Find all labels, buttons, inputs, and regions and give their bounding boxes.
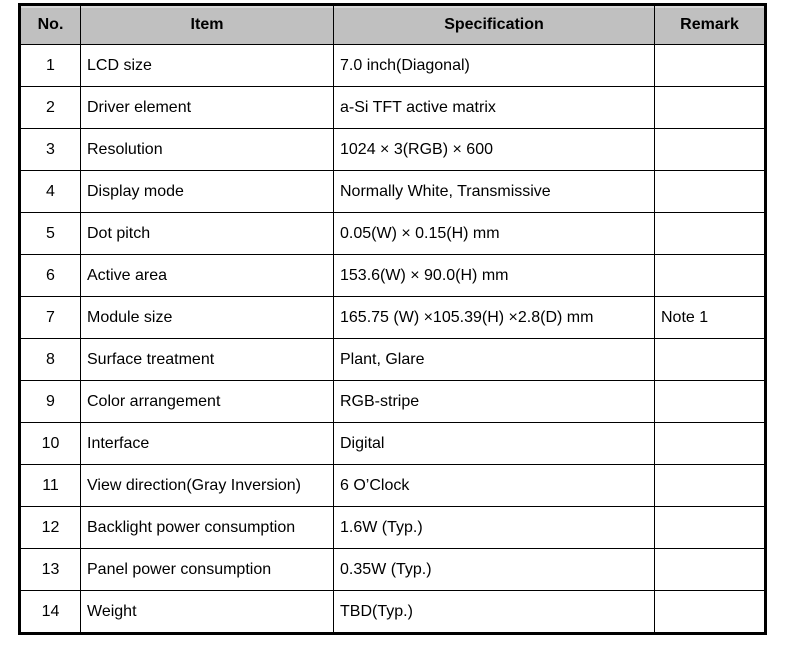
cell-item: Panel power consumption	[80, 548, 334, 591]
cell-item: Active area	[80, 254, 334, 297]
cell-no: 8	[19, 338, 81, 381]
cell-no: 7	[19, 296, 81, 339]
cell-remark	[654, 44, 766, 87]
cell-specification: TBD(Typ.)	[333, 590, 655, 634]
table-row: 7 Module size 165.75 (W) ×105.39(H) ×2.8(D…	[19, 296, 766, 339]
cell-item: Color arrangement	[80, 380, 334, 423]
cell-specification: 0.05(W) × 0.15(H) mm	[333, 212, 655, 255]
table-row: 1 LCD size 7.0 inch(Diagonal)	[19, 44, 766, 87]
cell-specification: 153.6(W) × 90.0(H) mm	[333, 254, 655, 297]
cell-specification: 6 O’Clock	[333, 464, 655, 507]
cell-remark	[654, 338, 766, 381]
table-row: 8 Surface treatment Plant, Glare	[19, 338, 766, 381]
cell-specification: 0.35W (Typ.)	[333, 548, 655, 591]
table-row: 5 Dot pitch 0.05(W) × 0.15(H) mm	[19, 212, 766, 255]
cell-item: Dot pitch	[80, 212, 334, 255]
cell-no: 6	[19, 254, 81, 297]
cell-item: Weight	[80, 590, 334, 634]
cell-item: Interface	[80, 422, 334, 465]
cell-remark	[654, 464, 766, 507]
cell-specification: a-Si TFT active matrix	[333, 86, 655, 129]
cell-item: LCD size	[80, 44, 334, 87]
cell-remark	[654, 86, 766, 129]
table-row: 2 Driver element a-Si TFT active matrix	[19, 86, 766, 129]
cell-specification: 165.75 (W) ×105.39(H) ×2.8(D) mm	[333, 296, 655, 339]
cell-no: 14	[19, 590, 81, 634]
cell-item: Module size	[80, 296, 334, 339]
table-row: 9 Color arrangement RGB-stripe	[19, 380, 766, 423]
table-row: 13 Panel power consumption 0.35W (Typ.)	[19, 548, 766, 591]
cell-item: Surface treatment	[80, 338, 334, 381]
table-row: 4 Display mode Normally White, Transmissiv…	[19, 170, 766, 213]
table-row: 10 Interface Digital	[19, 422, 766, 465]
cell-specification: Plant, Glare	[333, 338, 655, 381]
cell-remark	[654, 380, 766, 423]
cell-no: 10	[19, 422, 81, 465]
cell-no: 2	[19, 86, 81, 129]
header-specification: Specification	[333, 4, 655, 45]
cell-no: 9	[19, 380, 81, 423]
cell-remark	[654, 422, 766, 465]
header-item: Item	[80, 4, 334, 45]
header-no: No.	[19, 4, 81, 45]
cell-specification: Digital	[333, 422, 655, 465]
cell-item: Driver element	[80, 86, 334, 129]
header-remark: Remark	[654, 4, 766, 45]
cell-item: Backlight power consumption	[80, 506, 334, 549]
cell-remark	[654, 548, 766, 591]
cell-no: 3	[19, 128, 81, 171]
cell-no: 12	[19, 506, 81, 549]
table-row: 11 View direction(Gray Inversion) 6 O’Cloc…	[19, 464, 766, 507]
cell-no: 11	[19, 464, 81, 507]
cell-specification: RGB-stripe	[333, 380, 655, 423]
cell-item: Display mode	[80, 170, 334, 213]
cell-specification: 7.0 inch(Diagonal)	[333, 44, 655, 87]
cell-specification: 1024 × 3(RGB) × 600	[333, 128, 655, 171]
cell-remark: Note 1	[654, 296, 766, 339]
cell-no: 5	[19, 212, 81, 255]
cell-no: 13	[19, 548, 81, 591]
cell-item: View direction(Gray Inversion)	[80, 464, 334, 507]
cell-remark	[654, 590, 766, 634]
cell-specification: Normally White, Transmissive	[333, 170, 655, 213]
cell-remark	[654, 128, 766, 171]
cell-no: 1	[19, 44, 81, 87]
cell-remark	[654, 212, 766, 255]
specification-table: No. Item Specification Remark 1 LCD size 7…	[18, 3, 767, 635]
table-row: 14 Weight TBD(Typ.)	[19, 590, 766, 634]
cell-remark	[654, 506, 766, 549]
header-row: No. Item Specification Remark	[19, 4, 766, 45]
cell-remark	[654, 170, 766, 213]
cell-remark	[654, 254, 766, 297]
cell-specification: 1.6W (Typ.)	[333, 506, 655, 549]
cell-item: Resolution	[80, 128, 334, 171]
cell-no: 4	[19, 170, 81, 213]
table-row: 12 Backlight power consumption 1.6W (Typ.)	[19, 506, 766, 549]
table-row: 3 Resolution 1024 × 3(RGB) × 600	[19, 128, 766, 171]
table-row: 6 Active area 153.6(W) × 90.0(H) mm	[19, 254, 766, 297]
